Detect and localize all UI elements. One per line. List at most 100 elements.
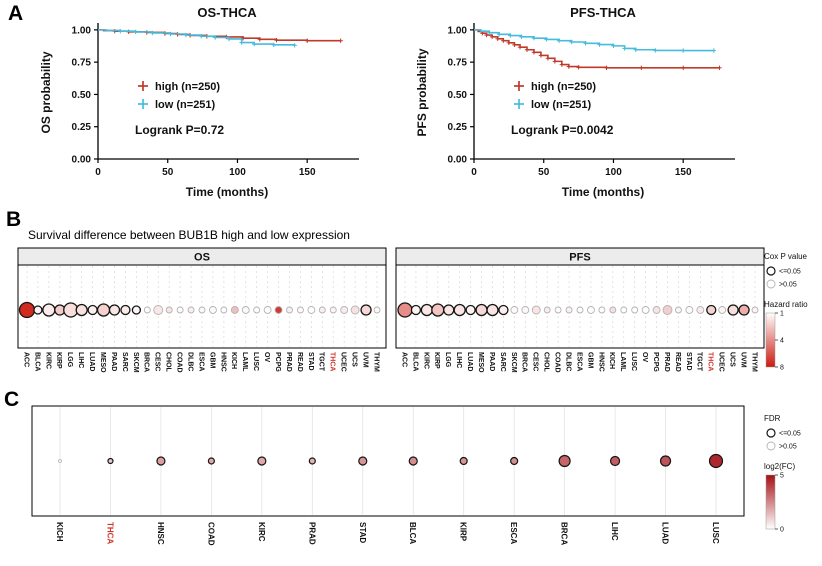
svg-text:0.75: 0.75 — [448, 58, 468, 69]
svg-text:KIRP: KIRP — [55, 352, 62, 369]
svg-text:0.75: 0.75 — [72, 58, 92, 69]
svg-text:UCEC: UCEC — [718, 352, 725, 372]
svg-text:PAAD: PAAD — [488, 352, 495, 371]
svg-text:DLBC: DLBC — [564, 352, 571, 371]
svg-text:KIRP: KIRP — [459, 522, 468, 542]
svg-text:0.25: 0.25 — [448, 122, 468, 133]
svg-text:LUAD: LUAD — [466, 352, 473, 371]
svg-text:100: 100 — [229, 167, 246, 178]
svg-text:GBM: GBM — [208, 352, 215, 369]
svg-text:FDR: FDR — [764, 414, 781, 423]
svg-text:PCPG: PCPG — [652, 352, 659, 372]
svg-text:log2(FC): log2(FC) — [764, 462, 795, 471]
svg-text:1.00: 1.00 — [72, 25, 92, 36]
svg-text:UCS: UCS — [729, 352, 736, 367]
svg-text:KICH: KICH — [608, 352, 615, 369]
svg-text:UVM: UVM — [361, 352, 368, 368]
svg-text:<=0.05: <=0.05 — [779, 269, 801, 276]
svg-text:OS probability: OS probability — [39, 51, 53, 133]
svg-text:PRAD: PRAD — [307, 522, 316, 545]
svg-text:PFS: PFS — [569, 252, 590, 264]
svg-text:Hazard ratio: Hazard ratio — [764, 300, 808, 309]
svg-text:150: 150 — [299, 167, 316, 178]
svg-text:PCPG: PCPG — [274, 352, 281, 372]
svg-text:TGCT: TGCT — [696, 352, 703, 372]
svg-text:LGG: LGG — [444, 352, 451, 368]
svg-text:4: 4 — [780, 338, 784, 345]
svg-text:high (n=250): high (n=250) — [155, 81, 220, 93]
svg-text:SARC: SARC — [121, 352, 128, 372]
svg-text:KIRC: KIRC — [422, 352, 429, 369]
svg-text:<=0.05: <=0.05 — [779, 431, 801, 438]
panel-a-label: A — [8, 2, 24, 25]
svg-text:CESC: CESC — [154, 352, 161, 371]
svg-text:LIHC: LIHC — [610, 522, 619, 541]
svg-text:BRCA: BRCA — [521, 352, 528, 372]
svg-text:LAML: LAML — [619, 352, 626, 372]
svg-text:1.00: 1.00 — [448, 25, 468, 36]
svg-text:Logrank P=0.0042: Logrank P=0.0042 — [511, 123, 614, 137]
svg-text:ACC: ACC — [400, 352, 407, 367]
svg-text:PRAD: PRAD — [285, 352, 292, 372]
svg-text:0.50: 0.50 — [72, 90, 92, 101]
svg-text:OV: OV — [263, 352, 270, 362]
svg-text:0.50: 0.50 — [448, 90, 468, 101]
svg-text:LUSC: LUSC — [252, 352, 259, 371]
svg-text:THCA: THCA — [707, 352, 714, 371]
panel-c-label: C — [4, 388, 20, 411]
svg-text:low (n=251): low (n=251) — [155, 99, 216, 111]
svg-text:CHOL: CHOL — [165, 352, 172, 373]
svg-text:STAD: STAD — [358, 522, 367, 543]
svg-text:0.00: 0.00 — [448, 155, 468, 166]
svg-text:ESCA: ESCA — [509, 522, 518, 544]
svg-text:LIHC: LIHC — [77, 352, 84, 368]
svg-text:THCA: THCA — [329, 352, 336, 371]
svg-text:OS: OS — [194, 252, 210, 264]
svg-text:THYM: THYM — [372, 352, 379, 372]
svg-text:0: 0 — [471, 167, 477, 178]
svg-text:50: 50 — [538, 167, 550, 178]
svg-text:100: 100 — [605, 167, 622, 178]
fdr-log2fc-legend: FDR <=0.05 >0.05 log2(FC) 5 0 — [764, 414, 801, 534]
svg-text:UVM: UVM — [739, 352, 746, 368]
svg-text:UCS: UCS — [351, 352, 358, 367]
svg-text:BLCA: BLCA — [408, 522, 417, 544]
svg-text:low (n=251): low (n=251) — [531, 99, 592, 111]
svg-text:KIRC: KIRC — [44, 352, 51, 369]
svg-text:CHOL: CHOL — [543, 352, 550, 373]
svg-text:DLBC: DLBC — [186, 352, 193, 371]
svg-text:>0.05: >0.05 — [779, 444, 797, 451]
expression-fc-bubble-plot: KICH THCA HNSC COAD KIRC PRAD STAD BLCA KIRP ESCA… — [31, 405, 745, 546]
km-plot-pfs-thca: PFS-THCA 0.00 0.25 0.50 0.75 1.00 0 50 100 150 Tim… — [415, 5, 735, 199]
svg-text:ESCA: ESCA — [197, 352, 204, 371]
svg-text:LUAD: LUAD — [88, 352, 95, 371]
svg-text:STAD: STAD — [685, 352, 692, 371]
svg-text:ESCA: ESCA — [575, 352, 582, 371]
svg-text:SKCM: SKCM — [132, 352, 139, 373]
svg-text:5: 5 — [780, 473, 784, 480]
svg-text:LUAD: LUAD — [661, 522, 670, 544]
svg-text:OV: OV — [641, 352, 648, 362]
svg-text:COAD: COAD — [176, 352, 183, 373]
svg-text:OS-THCA: OS-THCA — [197, 5, 257, 20]
svg-text:GBM: GBM — [586, 352, 593, 369]
svg-text:READ: READ — [674, 352, 681, 372]
svg-text:0.25: 0.25 — [72, 122, 92, 133]
svg-text:STAD: STAD — [307, 352, 314, 371]
svg-text:Cox P value: Cox P value — [764, 252, 808, 261]
svg-text:SARC: SARC — [499, 352, 506, 372]
panel-b-label: B — [6, 208, 22, 231]
svg-text:KICH: KICH — [230, 352, 237, 369]
svg-text:8: 8 — [780, 365, 784, 372]
svg-text:BLCA: BLCA — [33, 352, 40, 371]
svg-text:THCA: THCA — [105, 522, 114, 544]
svg-text:LUSC: LUSC — [630, 352, 637, 371]
panel-b-title: Survival difference between BUB1B high a… — [28, 228, 350, 242]
svg-text:BRCA: BRCA — [143, 352, 150, 372]
svg-text:COAD: COAD — [554, 352, 561, 373]
svg-text:PFS-THCA: PFS-THCA — [570, 5, 636, 20]
svg-text:Logrank P=0.72: Logrank P=0.72 — [135, 123, 224, 137]
svg-text:LAML: LAML — [241, 352, 248, 372]
svg-text:UCEC: UCEC — [340, 352, 347, 372]
svg-text:Time (months): Time (months) — [562, 185, 644, 199]
